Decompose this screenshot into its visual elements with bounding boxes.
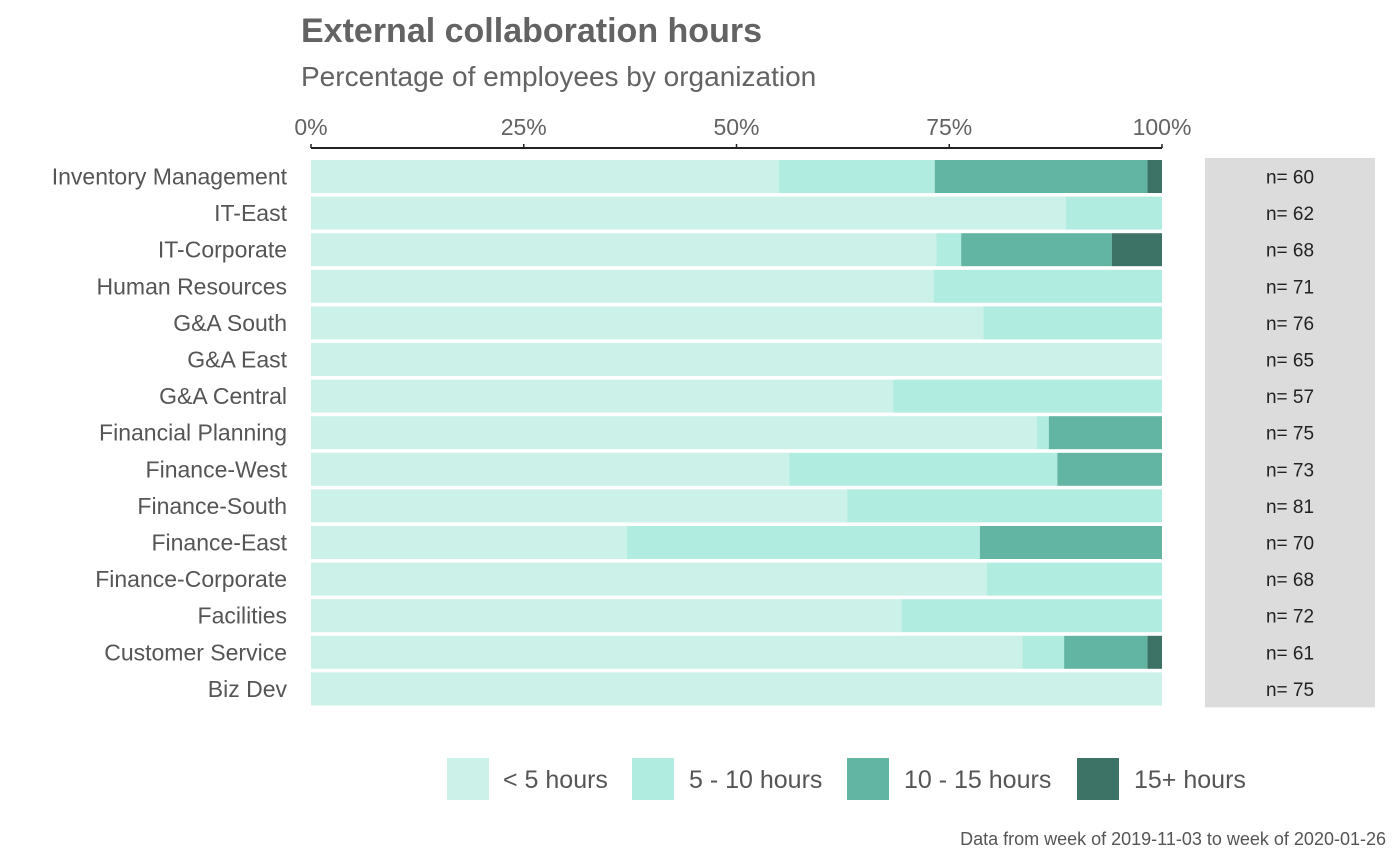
bar-segment-2 bbox=[789, 452, 1058, 486]
n-label: n= 71 bbox=[1266, 277, 1314, 298]
n-label: n= 75 bbox=[1266, 680, 1314, 701]
bar-segment-1 bbox=[311, 489, 848, 523]
bar-segment-1 bbox=[311, 635, 1023, 669]
n-label: n= 68 bbox=[1266, 570, 1314, 591]
category-label: Finance-East bbox=[151, 530, 287, 556]
n-label: n= 65 bbox=[1266, 351, 1314, 372]
bar-segment-1 bbox=[311, 452, 790, 486]
x-tick-label: 0% bbox=[294, 114, 327, 140]
category-labels: Inventory Management IT-East IT-Corporate H… bbox=[52, 164, 288, 702]
category-label: Customer Service bbox=[104, 639, 287, 665]
bar-segment-4 bbox=[1147, 160, 1162, 193]
n-label: n= 73 bbox=[1266, 460, 1314, 481]
category-label: IT-East bbox=[214, 200, 287, 226]
chart-title: External collaboration hours bbox=[301, 12, 762, 50]
category-label: Finance-West bbox=[146, 456, 288, 482]
bar-segment-1 bbox=[311, 343, 1162, 376]
n-label: n= 57 bbox=[1266, 387, 1314, 408]
bar-segment-3 bbox=[1057, 452, 1162, 486]
legend-label: < 5 hours bbox=[503, 766, 608, 794]
bar-segment-4 bbox=[1147, 635, 1162, 669]
category-label: IT-Corporate bbox=[158, 237, 287, 263]
bar-segment-3 bbox=[934, 160, 1148, 193]
legend-swatch bbox=[632, 758, 674, 800]
category-label: G&A South bbox=[173, 310, 287, 336]
bar-segment-1 bbox=[311, 379, 894, 413]
bar-segment-2 bbox=[936, 233, 962, 267]
n-label: n= 62 bbox=[1266, 204, 1314, 225]
bar-segment-1 bbox=[311, 160, 780, 193]
legend-swatch bbox=[1077, 758, 1119, 800]
bar-segment-2 bbox=[983, 306, 1162, 340]
x-axis: 0% 25% 50% 75% 100% bbox=[294, 114, 1192, 149]
category-label: G&A Central bbox=[159, 383, 287, 409]
n-label: n= 76 bbox=[1266, 314, 1314, 335]
bar-segment-2 bbox=[986, 562, 1162, 596]
x-tick-label: 100% bbox=[1133, 114, 1192, 140]
bar-segment-2 bbox=[1022, 635, 1065, 669]
bar-segment-3 bbox=[979, 526, 1162, 559]
bars bbox=[311, 160, 1162, 706]
legend-label: 10 - 15 hours bbox=[904, 766, 1051, 794]
legend-swatch bbox=[447, 758, 489, 800]
n-label: n= 70 bbox=[1266, 534, 1314, 555]
bar-segment-2 bbox=[893, 379, 1162, 413]
bar-segment-3 bbox=[1064, 635, 1148, 669]
n-label: n= 68 bbox=[1266, 241, 1314, 262]
x-tick-label: 50% bbox=[713, 114, 759, 140]
n-panel: n= 60 n= 62 n= 68 n= 71 n= 76 n= 65 n= 57 n= 75… bbox=[1205, 158, 1375, 708]
bar-segment-2 bbox=[901, 599, 1162, 633]
bar-segment-1 bbox=[311, 233, 937, 267]
x-tick-label: 25% bbox=[501, 114, 547, 140]
category-label: Inventory Management bbox=[52, 164, 288, 190]
n-label: n= 72 bbox=[1266, 607, 1314, 628]
legend-swatch bbox=[847, 758, 889, 800]
bar-segment-1 bbox=[311, 269, 934, 303]
bar-segment-2 bbox=[1036, 416, 1049, 450]
bar-segment-2 bbox=[933, 269, 1162, 303]
bar-segment-1 bbox=[311, 416, 1037, 450]
category-label: Facilities bbox=[198, 603, 287, 629]
category-label: Finance-South bbox=[137, 493, 287, 519]
n-label: n= 60 bbox=[1266, 168, 1314, 189]
bar-segment-2 bbox=[1065, 196, 1162, 230]
category-label: Human Resources bbox=[97, 273, 287, 299]
n-label: n= 81 bbox=[1266, 497, 1314, 518]
category-label: Biz Dev bbox=[208, 676, 288, 702]
legend: < 5 hours 5 - 10 hours 10 - 15 hours 15+ ho… bbox=[447, 758, 1246, 800]
legend-label: 15+ hours bbox=[1134, 766, 1246, 794]
bar-segment-1 bbox=[311, 672, 1162, 706]
bar-segment-2 bbox=[847, 489, 1162, 523]
bar-segment-4 bbox=[1111, 233, 1162, 267]
bar-segment-1 bbox=[311, 526, 627, 559]
bar-segment-1 bbox=[311, 196, 1066, 230]
bar-segment-3 bbox=[961, 233, 1112, 267]
category-label: Finance-Corporate bbox=[95, 566, 287, 592]
bar-segment-1 bbox=[311, 306, 984, 340]
chart-caption: Data from week of 2019-11-03 to week of … bbox=[960, 829, 1386, 849]
category-label: Financial Planning bbox=[99, 420, 287, 446]
category-label: G&A East bbox=[187, 347, 287, 373]
bar-segment-2 bbox=[626, 526, 980, 559]
bar-segment-3 bbox=[1048, 416, 1162, 450]
chart-subtitle: Percentage of employees by organization bbox=[301, 61, 816, 92]
n-label: n= 75 bbox=[1266, 424, 1314, 445]
x-tick-label: 75% bbox=[926, 114, 972, 140]
bar-segment-1 bbox=[311, 599, 902, 633]
bar-segment-2 bbox=[779, 160, 935, 193]
n-panel-background bbox=[1205, 158, 1375, 708]
legend-label: 5 - 10 hours bbox=[689, 766, 822, 794]
bar-segment-1 bbox=[311, 562, 987, 596]
n-label: n= 61 bbox=[1266, 643, 1314, 664]
